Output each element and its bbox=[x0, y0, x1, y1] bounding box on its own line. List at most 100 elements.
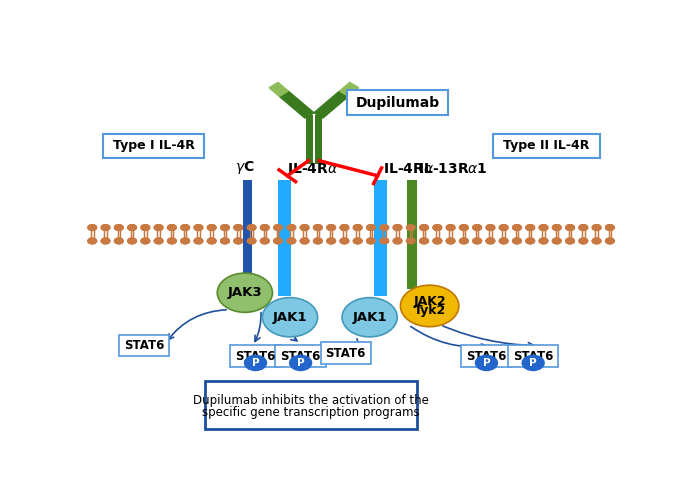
Bar bbox=[243, 179, 252, 289]
Circle shape bbox=[220, 224, 230, 231]
Circle shape bbox=[565, 224, 575, 231]
FancyBboxPatch shape bbox=[275, 345, 326, 367]
Text: JAK1: JAK1 bbox=[352, 311, 387, 324]
Bar bbox=[315, 115, 322, 165]
Circle shape bbox=[127, 224, 137, 231]
Circle shape bbox=[342, 297, 397, 337]
Text: Type II IL-4R: Type II IL-4R bbox=[503, 140, 590, 152]
Circle shape bbox=[401, 285, 459, 327]
Circle shape bbox=[127, 224, 137, 231]
Circle shape bbox=[167, 237, 177, 245]
Circle shape bbox=[472, 237, 482, 245]
Circle shape bbox=[486, 224, 495, 231]
Bar bbox=[407, 179, 417, 289]
Text: STAT6: STAT6 bbox=[236, 349, 275, 363]
Circle shape bbox=[445, 224, 456, 231]
Circle shape bbox=[220, 237, 230, 245]
Circle shape bbox=[244, 355, 267, 371]
Circle shape bbox=[207, 224, 216, 231]
Circle shape bbox=[521, 355, 545, 371]
Circle shape bbox=[114, 237, 124, 245]
Circle shape bbox=[393, 237, 403, 245]
Text: STAT6: STAT6 bbox=[325, 346, 366, 360]
Text: Dupilumab: Dupilumab bbox=[356, 96, 440, 110]
Circle shape bbox=[260, 237, 270, 245]
Circle shape bbox=[551, 224, 562, 231]
Circle shape bbox=[286, 224, 297, 231]
Circle shape bbox=[512, 237, 522, 245]
FancyBboxPatch shape bbox=[493, 134, 599, 158]
Circle shape bbox=[273, 237, 283, 245]
Polygon shape bbox=[279, 91, 314, 118]
Circle shape bbox=[605, 237, 615, 245]
Circle shape bbox=[592, 237, 601, 245]
Circle shape bbox=[207, 237, 216, 245]
Circle shape bbox=[486, 237, 495, 245]
Circle shape bbox=[114, 237, 124, 245]
Circle shape bbox=[551, 237, 562, 245]
Text: JAK1: JAK1 bbox=[273, 311, 308, 324]
Text: JAK2: JAK2 bbox=[413, 295, 446, 308]
Circle shape bbox=[592, 224, 601, 231]
Circle shape bbox=[140, 237, 151, 245]
Circle shape bbox=[127, 237, 137, 245]
Circle shape bbox=[432, 237, 443, 245]
Circle shape bbox=[101, 224, 110, 231]
Bar bbox=[278, 179, 291, 296]
Circle shape bbox=[220, 237, 230, 245]
Circle shape bbox=[406, 237, 416, 245]
Circle shape bbox=[313, 237, 323, 245]
Circle shape bbox=[499, 237, 509, 245]
Circle shape bbox=[578, 224, 588, 231]
Circle shape bbox=[299, 237, 310, 245]
Circle shape bbox=[127, 237, 137, 245]
Circle shape bbox=[233, 224, 243, 231]
Circle shape bbox=[419, 224, 429, 231]
Circle shape bbox=[180, 224, 190, 231]
Circle shape bbox=[289, 355, 312, 371]
Circle shape bbox=[445, 237, 456, 245]
Circle shape bbox=[512, 224, 522, 231]
Text: STAT6: STAT6 bbox=[280, 349, 321, 363]
Circle shape bbox=[262, 297, 318, 337]
Circle shape bbox=[459, 224, 469, 231]
Circle shape bbox=[379, 237, 389, 245]
Circle shape bbox=[525, 237, 535, 245]
FancyBboxPatch shape bbox=[461, 345, 512, 367]
Circle shape bbox=[419, 237, 429, 245]
Circle shape bbox=[313, 224, 323, 231]
Circle shape bbox=[167, 224, 177, 231]
Circle shape bbox=[379, 224, 389, 231]
Circle shape bbox=[472, 224, 482, 231]
Circle shape bbox=[538, 237, 549, 245]
Text: Dupilumab inhibits the activation of the: Dupilumab inhibits the activation of the bbox=[193, 394, 429, 407]
Circle shape bbox=[153, 224, 164, 231]
Circle shape bbox=[445, 224, 456, 231]
Circle shape bbox=[366, 237, 376, 245]
Circle shape bbox=[217, 273, 273, 312]
Circle shape bbox=[101, 237, 110, 245]
Circle shape bbox=[180, 237, 190, 245]
Circle shape bbox=[486, 224, 495, 231]
Circle shape bbox=[406, 224, 416, 231]
Circle shape bbox=[445, 237, 456, 245]
Circle shape bbox=[247, 237, 257, 245]
Circle shape bbox=[260, 224, 270, 231]
Circle shape bbox=[180, 224, 190, 231]
Circle shape bbox=[273, 224, 283, 231]
Circle shape bbox=[87, 224, 97, 231]
Circle shape bbox=[551, 237, 562, 245]
Circle shape bbox=[472, 237, 482, 245]
Circle shape bbox=[207, 237, 216, 245]
Circle shape bbox=[353, 237, 363, 245]
Circle shape bbox=[393, 237, 403, 245]
Circle shape bbox=[551, 224, 562, 231]
Circle shape bbox=[207, 224, 216, 231]
Bar bbox=[374, 179, 386, 296]
Circle shape bbox=[432, 224, 443, 231]
Circle shape bbox=[193, 237, 203, 245]
Text: $\gamma$C: $\gamma$C bbox=[235, 159, 255, 176]
Circle shape bbox=[353, 224, 363, 231]
Circle shape bbox=[472, 224, 482, 231]
Circle shape bbox=[538, 237, 549, 245]
